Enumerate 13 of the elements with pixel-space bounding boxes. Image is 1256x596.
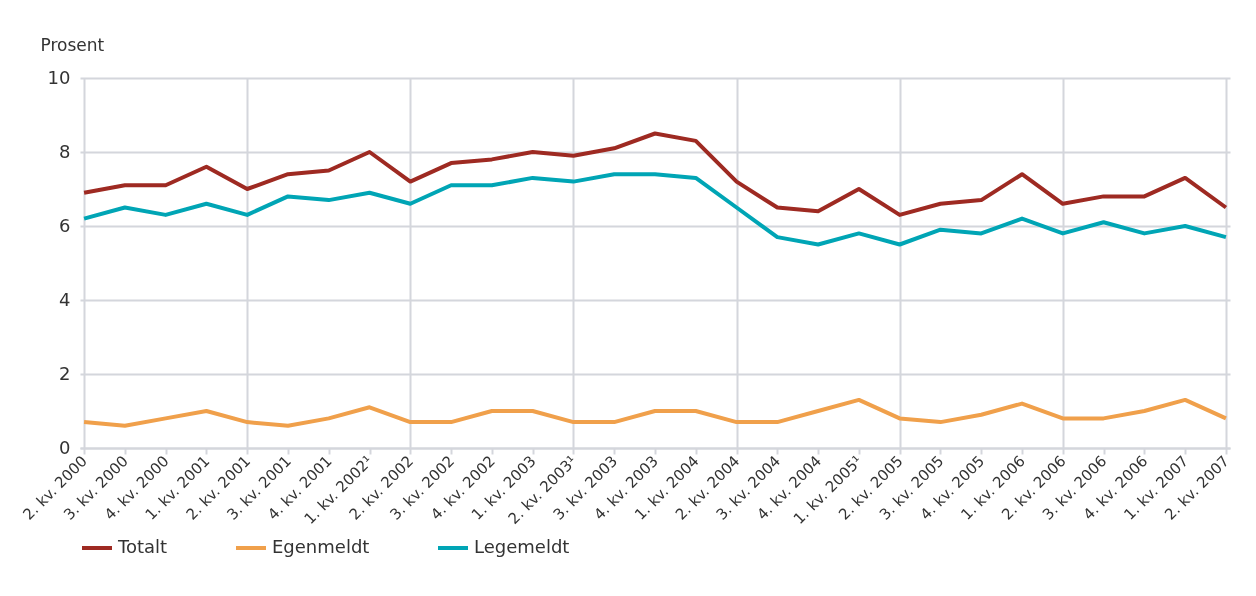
legend-label: Egenmeldt xyxy=(272,536,370,557)
y-tick-label: 6 xyxy=(59,214,71,236)
line-series xyxy=(82,131,1228,217)
line-series xyxy=(82,397,1228,428)
y-tick-label: 2 xyxy=(59,362,71,384)
line-series xyxy=(82,172,1228,247)
y-tick-label: 0 xyxy=(59,436,71,458)
y-axis-title: Prosent xyxy=(40,34,105,55)
y-tick-label: 4 xyxy=(59,288,71,310)
legend-label: Legemeldt xyxy=(474,536,570,557)
legend-label: Totalt xyxy=(117,536,168,557)
y-tick-label: 10 xyxy=(47,66,71,88)
y-tick-label: 8 xyxy=(59,140,71,162)
